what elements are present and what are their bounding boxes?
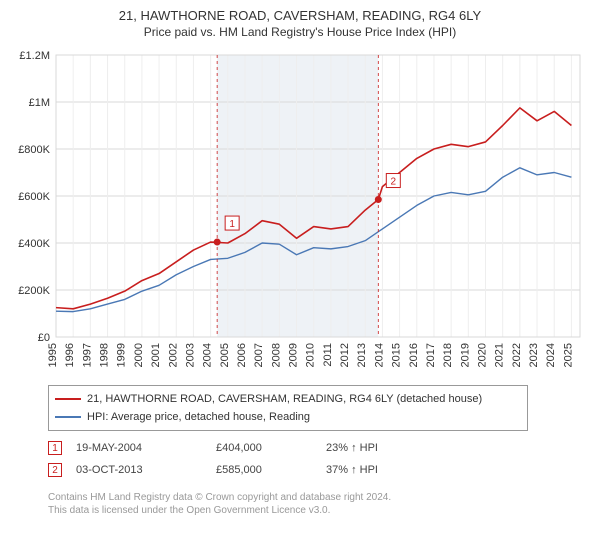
sale-pct-1: 23% ↑ HPI bbox=[326, 442, 436, 454]
legend-label-hpi: HPI: Average price, detached house, Read… bbox=[87, 411, 310, 423]
x-tick-label: 2025 bbox=[562, 343, 574, 367]
sale-row-2: 2 03-OCT-2013 £585,000 37% ↑ HPI bbox=[48, 459, 590, 481]
x-tick-label: 2005 bbox=[219, 343, 231, 367]
y-tick-label: £1M bbox=[29, 97, 50, 109]
x-tick-label: 1997 bbox=[81, 343, 93, 367]
y-tick-label: £200K bbox=[18, 285, 50, 297]
footer-line2: This data is licensed under the Open Gov… bbox=[48, 504, 590, 517]
x-tick-label: 1996 bbox=[64, 343, 76, 367]
x-tick-label: 2000 bbox=[133, 343, 145, 367]
x-tick-label: 2014 bbox=[373, 343, 385, 367]
chart-subtitle: Price paid vs. HM Land Registry's House … bbox=[0, 25, 600, 39]
x-tick-label: 2019 bbox=[459, 343, 471, 367]
y-tick-label: £1.2M bbox=[19, 50, 50, 62]
x-tick-label: 2013 bbox=[356, 343, 368, 367]
y-tick-label: £800K bbox=[18, 144, 50, 156]
x-tick-label: 2020 bbox=[477, 343, 489, 367]
sale-marker-label: 1 bbox=[229, 219, 235, 230]
x-tick-label: 1998 bbox=[99, 343, 111, 367]
x-tick-label: 2024 bbox=[545, 343, 557, 367]
footer-line1: Contains HM Land Registry data © Crown c… bbox=[48, 491, 590, 504]
x-tick-label: 1995 bbox=[47, 343, 59, 367]
x-tick-label: 2018 bbox=[442, 343, 454, 367]
sale-date-2: 03-OCT-2013 bbox=[76, 464, 216, 476]
x-tick-label: 2016 bbox=[408, 343, 420, 367]
x-tick-label: 1999 bbox=[116, 343, 128, 367]
sale-marker-1: 1 bbox=[48, 441, 62, 455]
line-chart: £0 £200K £400K £600K £800K £1M £1.2M 1995 1996 19… bbox=[10, 47, 590, 377]
x-tick-label: 2015 bbox=[391, 343, 403, 367]
x-tick-label: 2022 bbox=[511, 343, 523, 367]
sale-price-1: £404,000 bbox=[216, 442, 326, 454]
x-tick-label: 2010 bbox=[305, 343, 317, 367]
x-tick-label: 2012 bbox=[339, 343, 351, 367]
x-tick-label: 2023 bbox=[528, 343, 540, 367]
legend-label-property: 21, HAWTHORNE ROAD, CAVERSHAM, READING, … bbox=[87, 393, 482, 405]
y-tick-label: £0 bbox=[38, 332, 50, 344]
sale-pct-2: 37% ↑ HPI bbox=[326, 464, 436, 476]
x-tick-label: 2004 bbox=[202, 343, 214, 367]
legend-swatch-hpi bbox=[55, 416, 81, 418]
sale-price-2: £585,000 bbox=[216, 464, 326, 476]
x-tick-label: 2021 bbox=[494, 343, 506, 367]
footer-attribution: Contains HM Land Registry data © Crown c… bbox=[48, 491, 590, 517]
sales-table: 1 19-MAY-2004 £404,000 23% ↑ HPI 2 03-OC… bbox=[48, 437, 590, 481]
y-tick-label: £400K bbox=[18, 238, 50, 250]
y-tick-label: £600K bbox=[18, 191, 50, 203]
x-tick-label: 2017 bbox=[425, 343, 437, 367]
legend-item-property: 21, HAWTHORNE ROAD, CAVERSHAM, READING, … bbox=[55, 390, 521, 408]
x-tick-label: 2006 bbox=[236, 343, 248, 367]
legend-box: 21, HAWTHORNE ROAD, CAVERSHAM, READING, … bbox=[48, 385, 528, 431]
title-block: 21, HAWTHORNE ROAD, CAVERSHAM, READING, … bbox=[0, 0, 600, 43]
x-tick-label: 2001 bbox=[150, 343, 162, 367]
x-tick-label: 2009 bbox=[288, 343, 300, 367]
x-tick-label: 2002 bbox=[167, 343, 179, 367]
sale-marker-2: 2 bbox=[48, 463, 62, 477]
x-tick-label: 2003 bbox=[184, 343, 196, 367]
x-tick-label: 2008 bbox=[270, 343, 282, 367]
x-tick-label: 2007 bbox=[253, 343, 265, 367]
legend-swatch-property bbox=[55, 398, 81, 400]
sale-date-1: 19-MAY-2004 bbox=[76, 442, 216, 454]
sale-marker-label: 2 bbox=[391, 177, 397, 188]
x-tick-label: 2011 bbox=[322, 343, 334, 367]
legend-item-hpi: HPI: Average price, detached house, Read… bbox=[55, 408, 521, 426]
sale-row-1: 1 19-MAY-2004 £404,000 23% ↑ HPI bbox=[48, 437, 590, 459]
chart-title-address: 21, HAWTHORNE ROAD, CAVERSHAM, READING, … bbox=[0, 8, 600, 23]
chart-container: £0 £200K £400K £600K £800K £1M £1.2M 1995 1996 19… bbox=[10, 47, 590, 377]
